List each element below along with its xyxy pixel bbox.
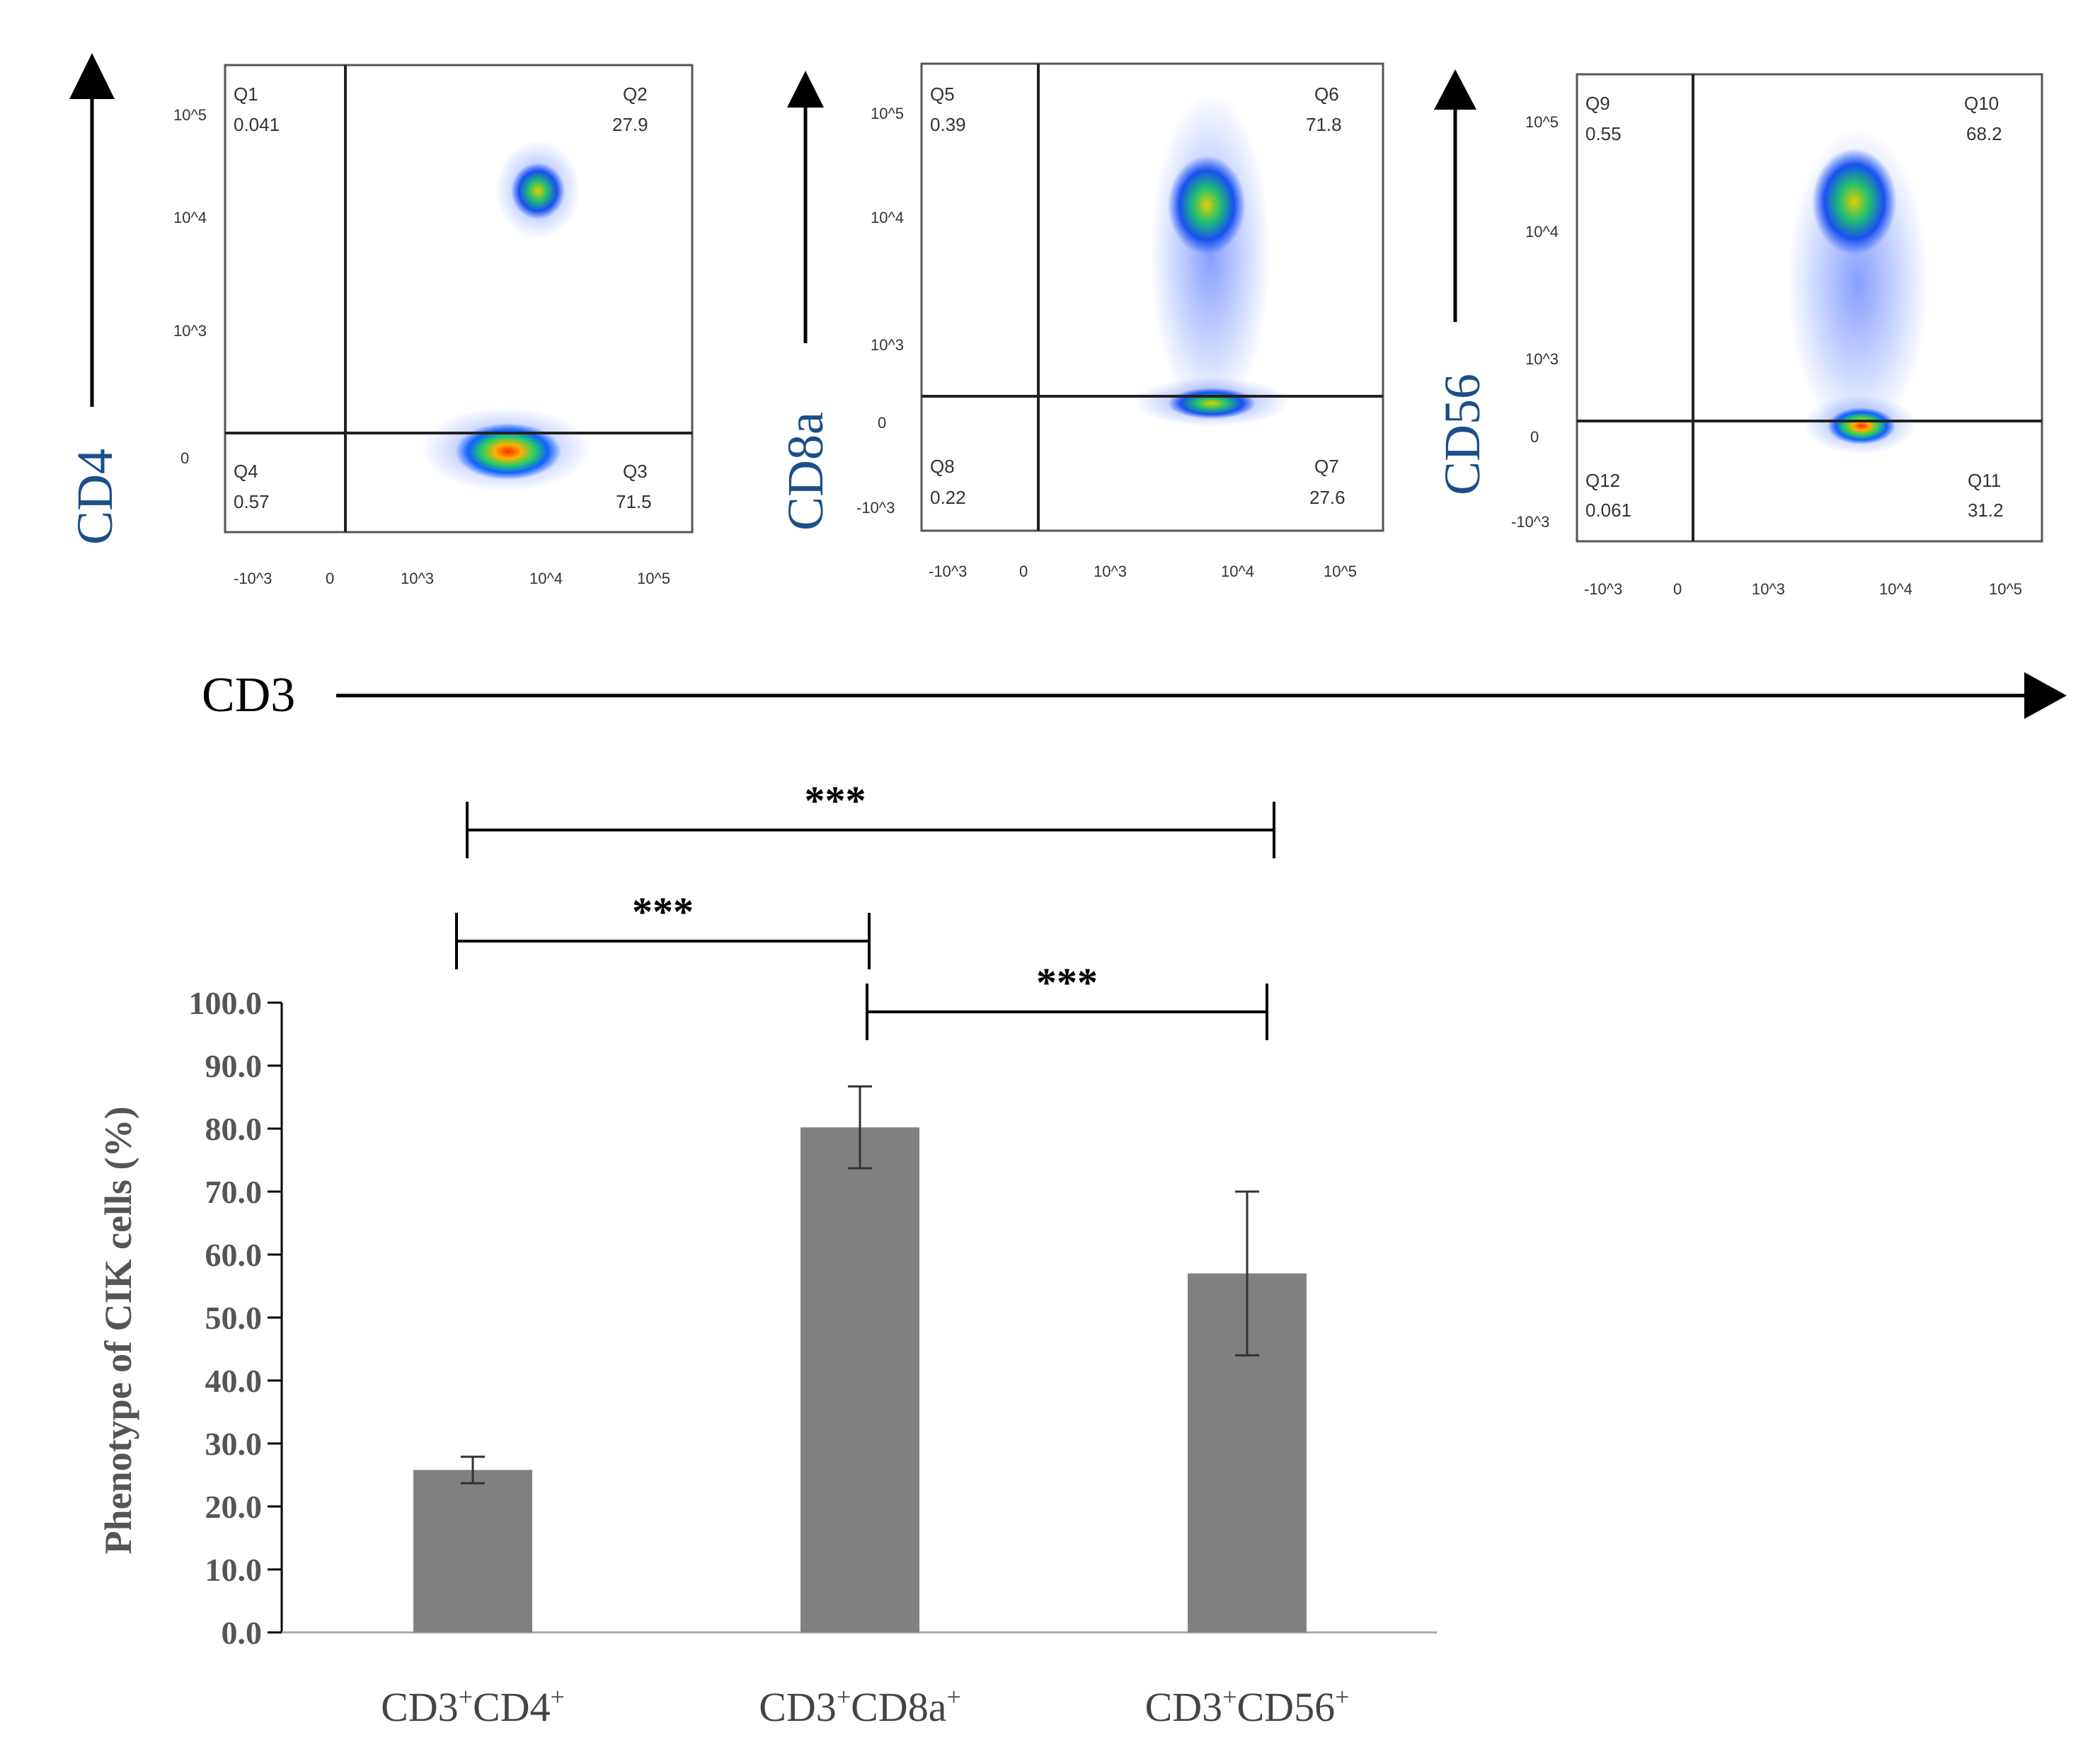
q5-label: Q5 — [930, 83, 955, 105]
significance-stars: *** — [632, 889, 694, 935]
q6-label: Q6 — [1314, 83, 1339, 105]
x-tick-0: 0 — [1019, 563, 1028, 580]
category-labels: CD3+CD4+ CD3+CD8a+ CD3+CD56+ — [381, 1683, 1349, 1730]
y-tick-label: 30.0 — [205, 1426, 263, 1462]
x-tick-neg1e3: -10^3 — [1584, 580, 1622, 598]
plot-frame — [224, 64, 694, 534]
bar — [801, 1127, 919, 1632]
y-tick-1e4: 10^4 — [173, 209, 207, 226]
population-cd56-neg-core — [1828, 408, 1895, 444]
y-marker-arrowhead — [69, 53, 115, 99]
x-tick-1e4: 10^4 — [1879, 580, 1912, 598]
x-marker-arrowhead — [2024, 672, 2067, 719]
y-tick-label: 50.0 — [205, 1300, 263, 1336]
q9-value: 0.55 — [1585, 123, 1622, 144]
population-cd4-pos-core — [511, 163, 565, 219]
q10-label: Q10 — [1964, 93, 1999, 114]
q8-label: Q8 — [930, 456, 955, 477]
population-cd4-neg-core — [455, 423, 561, 480]
y-tick-neg1e3: -10^3 — [856, 499, 895, 517]
y-tick-1e3: 10^3 — [1525, 350, 1559, 368]
y-tick-label: 10.0 — [205, 1552, 263, 1588]
category-label: CD3+CD56+ — [1145, 1683, 1350, 1730]
y-axis: 0.0 10.0 20.0 30.0 40.0 50.0 60.0 70.0 80.0 90.0 1… — [189, 985, 1437, 1651]
q9-label: Q9 — [1585, 93, 1610, 114]
significance-stars: *** — [1036, 959, 1098, 1005]
flow-panel-cd4: CD4 Q1 0.041 Q2 27.9 Q3 71.5 Q4 0.57 10^… — [67, 53, 694, 587]
x-marker: CD3 — [202, 668, 2067, 722]
population-cd8-pos-core — [1168, 156, 1246, 255]
q1-value: 0.041 — [234, 114, 280, 135]
q12-value: 0.061 — [1585, 500, 1631, 521]
category-label: CD3+CD4+ — [381, 1683, 565, 1730]
population-cd8-neg-core — [1168, 388, 1256, 419]
y-tick-label: 80.0 — [205, 1111, 263, 1147]
x-tick-neg1e3: -10^3 — [929, 563, 967, 580]
population-cd56-pos-core — [1812, 149, 1897, 255]
y-tick-1e5: 10^5 — [1525, 113, 1559, 131]
flow-panel-cd8a: CD8a Q5 0.39 Q6 71.8 Q7 27.6 Q8 0.22 10^… — [777, 62, 1384, 580]
x-tick-1e3: 10^3 — [1094, 563, 1127, 580]
significance-stars: *** — [805, 778, 866, 824]
q11-label: Q11 — [1968, 470, 2001, 491]
y-tick-1e4: 10^4 — [1525, 223, 1559, 241]
y-marker-label: CD4 — [67, 449, 123, 545]
y-tick-1e3: 10^3 — [173, 322, 207, 340]
q2-label: Q2 — [623, 83, 648, 105]
x-tick-0: 0 — [326, 570, 334, 587]
flow-panel-cd56: CD56 Q9 0.55 Q10 68.2 Q11 31.2 Q12 0.061… — [1434, 69, 2043, 598]
x-tick-1e3: 10^3 — [1752, 580, 1785, 598]
q3-label: Q3 — [623, 461, 648, 482]
q10-value: 68.2 — [1966, 123, 2002, 144]
q8-value: 0.22 — [930, 487, 966, 508]
q1-label: Q1 — [234, 83, 258, 105]
y-tick-1e5: 10^5 — [173, 106, 207, 124]
category-label: CD3+CD8a+ — [759, 1683, 961, 1730]
q2-value: 27.9 — [612, 114, 648, 135]
x-tick-1e5: 10^5 — [637, 570, 670, 587]
y-marker-label: CD56 — [1434, 374, 1491, 495]
x-tick-0: 0 — [1673, 580, 1682, 598]
x-tick-1e5: 10^5 — [1989, 580, 2022, 598]
y-axis-title: Phenotype of CIK cells (%) — [97, 1107, 139, 1555]
q7-value: 27.6 — [1309, 487, 1346, 508]
y-tick-neg1e3: -10^3 — [1511, 513, 1549, 531]
x-tick-1e4: 10^4 — [529, 570, 563, 587]
x-tick-1e5: 10^5 — [1324, 563, 1357, 580]
q12-label: Q12 — [1585, 470, 1620, 491]
x-marker-label: CD3 — [202, 668, 295, 722]
q3-value: 71.5 — [616, 491, 652, 512]
x-tick-1e4: 10^4 — [1221, 563, 1254, 580]
bars — [413, 1085, 1307, 1632]
bar — [413, 1470, 532, 1632]
y-tick-label: 20.0 — [205, 1489, 263, 1525]
population-cd8-stream — [1150, 92, 1270, 417]
y-marker-arrowhead — [787, 71, 824, 108]
q4-value: 0.57 — [234, 491, 270, 512]
y-marker-label: CD8a — [777, 412, 834, 531]
y-tick-label: 100.0 — [189, 985, 263, 1021]
x-tick-1e3: 10^3 — [401, 570, 434, 587]
y-tick-0: 0 — [180, 449, 189, 467]
x-tick-neg1e3: -10^3 — [234, 570, 272, 587]
y-tick-0: 0 — [878, 414, 886, 432]
q7-label: Q7 — [1314, 456, 1339, 477]
y-tick-label: 70.0 — [205, 1174, 263, 1210]
y-tick-1e4: 10^4 — [871, 209, 904, 226]
bar-chart: Phenotype of CIK cells (%) 0.0 10.0 20.0 30… — [97, 778, 1437, 1730]
q5-value: 0.39 — [930, 114, 966, 135]
y-tick-label: 40.0 — [205, 1363, 263, 1399]
q11-value: 31.2 — [1968, 500, 2004, 521]
q4-label: Q4 — [234, 461, 258, 482]
significance-brackets: *** *** *** — [455, 778, 1275, 1040]
y-tick-0: 0 — [1530, 428, 1539, 446]
y-tick-label: 60.0 — [205, 1237, 263, 1273]
y-marker-arrowhead — [1434, 69, 1476, 110]
y-tick-label: 0.0 — [222, 1615, 263, 1651]
y-tick-1e5: 10^5 — [871, 105, 904, 122]
y-tick-1e3: 10^3 — [871, 336, 904, 354]
y-tick-label: 90.0 — [205, 1048, 263, 1084]
q6-value: 71.8 — [1306, 114, 1342, 135]
